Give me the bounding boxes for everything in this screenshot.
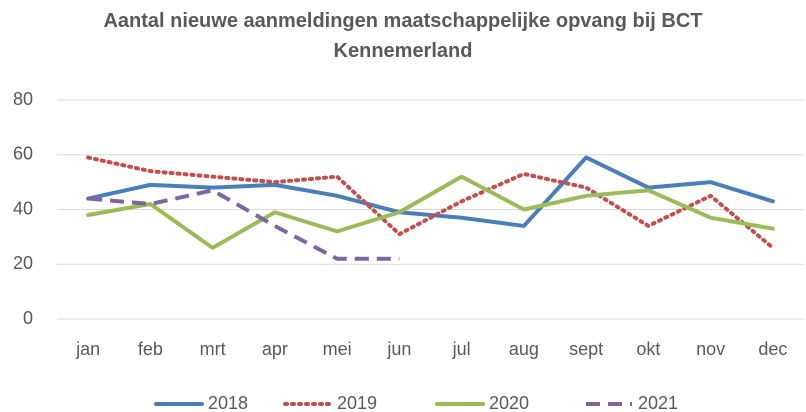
legend-label: 2021 [638,393,678,412]
x-tick-label: aug [509,339,539,359]
x-tick-label: mrt [200,339,226,359]
x-tick-label: feb [138,339,163,359]
series-line [86,155,775,250]
legend-label: 2020 [489,393,529,412]
x-tick-label: nov [696,339,725,359]
series-line [86,155,775,228]
legend-label: 2018 [208,393,248,412]
legend-label: 2019 [337,393,377,412]
series-line [87,188,400,261]
x-tick-label: mei [323,339,352,359]
x-tick-label: jan [75,339,100,359]
y-tick-label: 40 [13,198,33,218]
y-tick-label: 20 [13,253,33,273]
x-tick-label: apr [262,339,288,359]
x-tick-label: okt [636,339,660,359]
x-tick-label: sept [569,339,603,359]
x-tick-label: jul [452,339,471,359]
x-tick-label: dec [758,339,787,359]
y-tick-label: 0 [23,308,33,328]
chart-title: Aantal nieuwe aanmeldingen maatschappeli… [103,10,703,62]
y-tick-label: 60 [13,144,33,164]
x-tick-label: jun [386,339,411,359]
series-line [86,174,775,250]
y-tick-label: 80 [13,89,33,109]
